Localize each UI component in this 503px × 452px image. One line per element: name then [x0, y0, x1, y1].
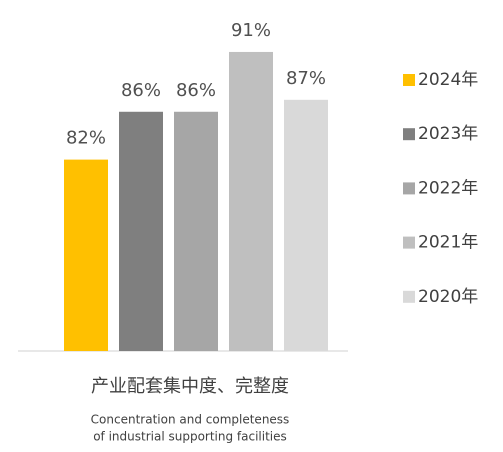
legend-swatch [403, 128, 415, 141]
category-label: 产业配套集中度、完整度 [91, 376, 289, 397]
data-label: 91% [231, 20, 271, 41]
legend-label: 2020年 [418, 287, 478, 307]
legend-swatch [403, 74, 415, 86]
legend-swatch [403, 182, 415, 195]
legend-label: 2023年 [418, 124, 478, 144]
legend-label: 2021年 [418, 233, 478, 253]
data-label: 86% [121, 80, 161, 101]
bar [119, 111, 163, 352]
bar [229, 51, 273, 351]
bar [64, 159, 108, 351]
legend-swatch [403, 290, 415, 303]
category-note: of industrial supporting facilities [93, 430, 287, 444]
legend-label: 2024年 [418, 70, 478, 90]
data-label: 82% [66, 128, 106, 149]
bar [174, 111, 218, 352]
data-label: 86% [176, 80, 216, 101]
legend-label: 2022年 [418, 178, 478, 198]
bar [284, 99, 328, 351]
category-note: Concentration and completeness [91, 413, 290, 427]
legend-swatch [403, 236, 415, 249]
data-label: 87% [286, 68, 326, 89]
